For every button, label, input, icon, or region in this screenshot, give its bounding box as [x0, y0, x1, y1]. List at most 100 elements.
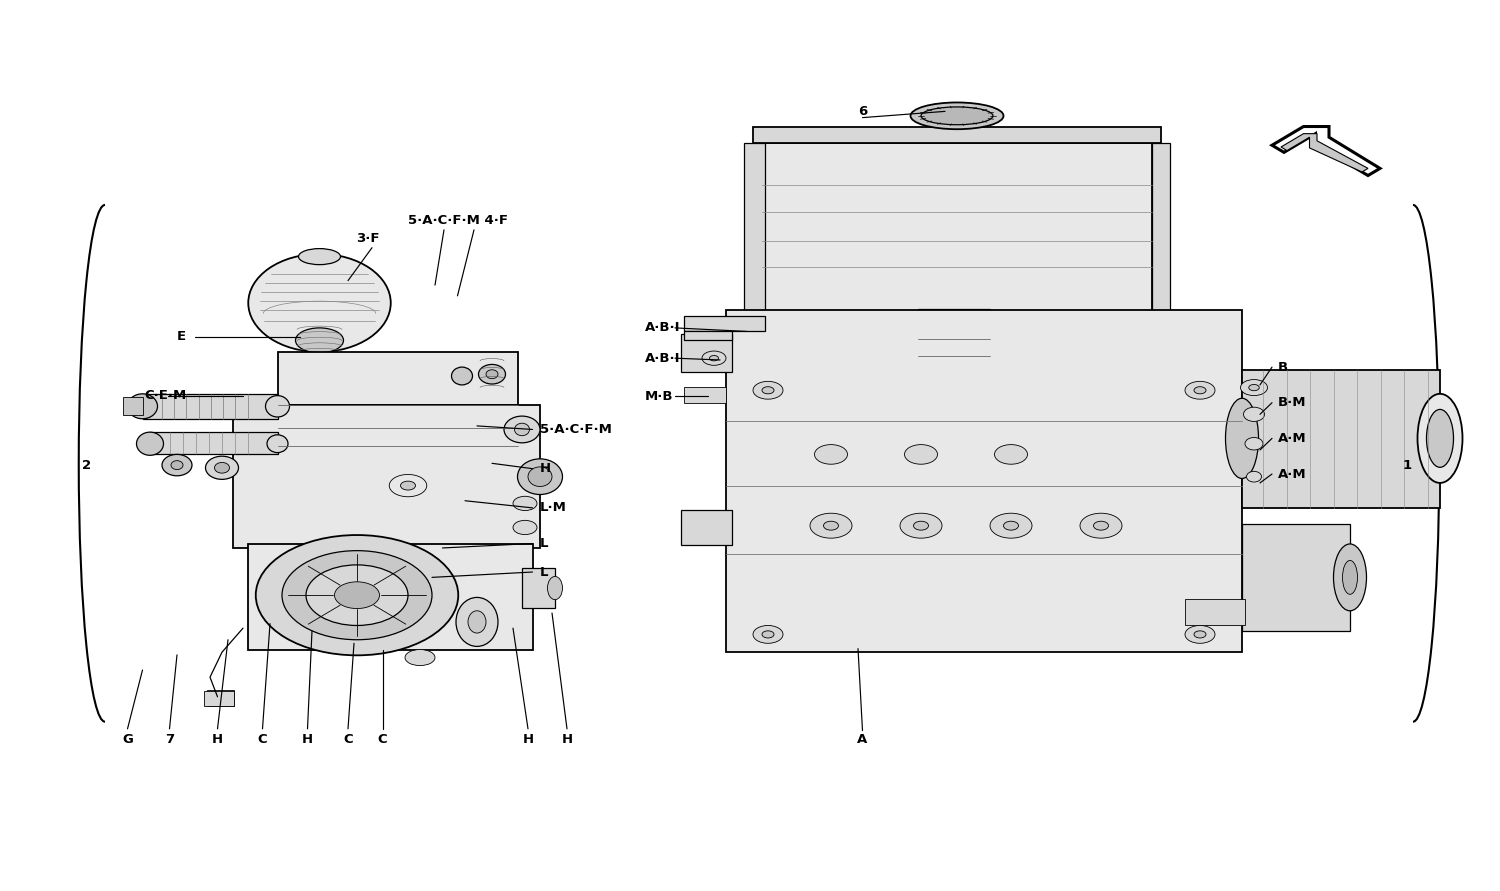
Polygon shape: [762, 143, 1152, 312]
Text: A: A: [858, 733, 867, 746]
Ellipse shape: [255, 535, 459, 656]
Ellipse shape: [1248, 385, 1260, 390]
Text: B: B: [1278, 361, 1288, 373]
Ellipse shape: [504, 416, 540, 443]
Ellipse shape: [478, 364, 506, 384]
Text: H: H: [211, 733, 223, 746]
Text: 5·A·C·F·M 4·F: 5·A·C·F·M 4·F: [408, 214, 507, 227]
Text: 2: 2: [82, 459, 92, 471]
Ellipse shape: [1080, 513, 1122, 538]
Ellipse shape: [548, 576, 562, 600]
Polygon shape: [684, 316, 765, 331]
Text: H: H: [522, 733, 534, 746]
Ellipse shape: [810, 513, 852, 538]
Polygon shape: [1242, 524, 1350, 631]
Text: E: E: [177, 331, 186, 343]
Ellipse shape: [1094, 521, 1108, 530]
Text: A·B·I: A·B·I: [645, 352, 681, 364]
Ellipse shape: [702, 351, 726, 365]
Ellipse shape: [1245, 437, 1263, 450]
Text: 7: 7: [165, 733, 174, 746]
Ellipse shape: [128, 394, 158, 419]
Polygon shape: [744, 143, 765, 312]
Bar: [522, 568, 555, 608]
Ellipse shape: [298, 249, 340, 265]
Text: 1: 1: [1402, 459, 1411, 471]
Ellipse shape: [753, 625, 783, 643]
Text: H: H: [561, 733, 573, 746]
Ellipse shape: [762, 631, 774, 638]
Text: C: C: [258, 733, 267, 746]
Ellipse shape: [267, 435, 288, 453]
Polygon shape: [681, 510, 732, 545]
Polygon shape: [150, 432, 278, 454]
Ellipse shape: [334, 582, 380, 609]
Ellipse shape: [1194, 631, 1206, 638]
Ellipse shape: [1342, 560, 1358, 594]
Ellipse shape: [513, 520, 537, 535]
Ellipse shape: [486, 370, 498, 379]
Bar: [207, 690, 234, 706]
Polygon shape: [1152, 143, 1170, 312]
Ellipse shape: [206, 456, 238, 479]
Ellipse shape: [1246, 471, 1262, 482]
Polygon shape: [278, 352, 518, 405]
Polygon shape: [1242, 370, 1440, 508]
Polygon shape: [232, 405, 540, 548]
Polygon shape: [142, 394, 278, 419]
Polygon shape: [684, 331, 732, 340]
Ellipse shape: [824, 521, 839, 530]
Ellipse shape: [214, 462, 230, 473]
Text: A·M: A·M: [1278, 432, 1306, 445]
Ellipse shape: [282, 551, 432, 640]
Polygon shape: [1281, 134, 1368, 172]
Ellipse shape: [468, 611, 486, 633]
Text: H: H: [540, 462, 550, 475]
Ellipse shape: [1418, 394, 1462, 483]
Ellipse shape: [910, 102, 1004, 129]
Ellipse shape: [1426, 410, 1454, 467]
Polygon shape: [753, 127, 1161, 143]
Polygon shape: [726, 310, 1242, 652]
Text: 6: 6: [858, 105, 867, 118]
Ellipse shape: [136, 432, 164, 455]
Ellipse shape: [1226, 398, 1258, 478]
Ellipse shape: [1244, 407, 1264, 421]
Text: L·M: L·M: [540, 502, 567, 514]
Polygon shape: [248, 544, 532, 650]
Ellipse shape: [914, 521, 928, 530]
Text: L: L: [540, 537, 549, 550]
Ellipse shape: [452, 367, 472, 385]
Ellipse shape: [456, 598, 498, 647]
Ellipse shape: [400, 481, 416, 490]
Ellipse shape: [518, 459, 562, 495]
Polygon shape: [681, 334, 732, 372]
Polygon shape: [1272, 127, 1380, 176]
Text: H: H: [302, 733, 313, 746]
Ellipse shape: [1240, 380, 1268, 396]
Bar: [684, 387, 726, 403]
Text: 5·A·C·F·M: 5·A·C·F·M: [540, 423, 612, 436]
Ellipse shape: [266, 396, 290, 417]
Text: C·E·M: C·E·M: [144, 389, 186, 402]
Text: L: L: [540, 566, 549, 578]
Text: A·B·I: A·B·I: [645, 322, 681, 334]
Ellipse shape: [514, 423, 529, 436]
Ellipse shape: [1185, 625, 1215, 643]
Polygon shape: [123, 397, 142, 415]
Ellipse shape: [753, 381, 783, 399]
Ellipse shape: [249, 254, 390, 352]
Text: M·B: M·B: [645, 390, 674, 403]
Ellipse shape: [296, 328, 344, 353]
Ellipse shape: [990, 513, 1032, 538]
Polygon shape: [204, 691, 234, 706]
Ellipse shape: [904, 445, 938, 464]
Ellipse shape: [306, 565, 408, 625]
Ellipse shape: [1334, 544, 1366, 611]
Ellipse shape: [390, 474, 427, 497]
Text: C: C: [378, 733, 387, 746]
Text: 3·F: 3·F: [356, 232, 380, 245]
Ellipse shape: [162, 454, 192, 476]
Ellipse shape: [513, 496, 537, 511]
Ellipse shape: [762, 387, 774, 394]
